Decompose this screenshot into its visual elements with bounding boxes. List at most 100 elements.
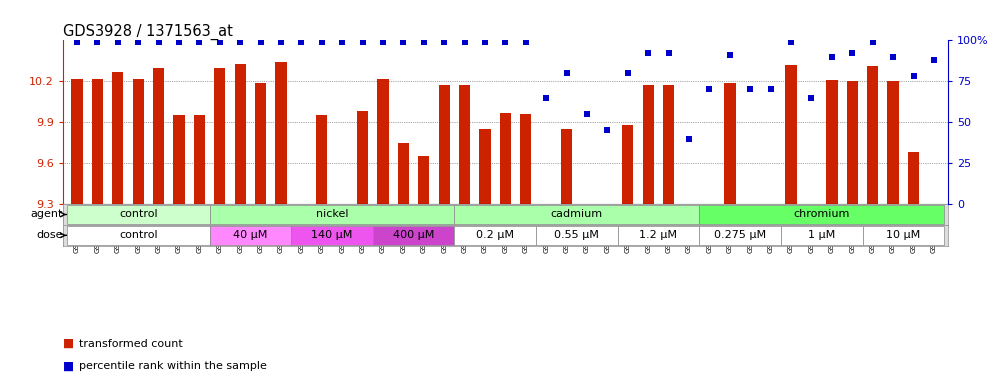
Bar bbox=[500, 113, 511, 204]
Text: ■: ■ bbox=[63, 359, 74, 372]
Point bbox=[559, 70, 575, 76]
Bar bbox=[642, 85, 654, 204]
Bar bbox=[132, 79, 143, 204]
Point bbox=[253, 39, 269, 45]
Point bbox=[885, 54, 901, 60]
Bar bbox=[863, 226, 944, 245]
Point bbox=[477, 39, 493, 45]
Point bbox=[457, 39, 473, 45]
Point bbox=[90, 39, 106, 45]
Point bbox=[701, 86, 717, 93]
Point bbox=[640, 50, 656, 56]
Bar bbox=[235, 63, 246, 204]
Point bbox=[722, 52, 738, 58]
Bar bbox=[536, 226, 618, 245]
Bar bbox=[214, 68, 225, 204]
Text: cadmium: cadmium bbox=[551, 210, 603, 220]
Bar bbox=[520, 114, 532, 204]
Bar bbox=[67, 205, 209, 224]
Text: transformed count: transformed count bbox=[79, 339, 182, 349]
Text: agent: agent bbox=[31, 210, 63, 220]
Point bbox=[518, 39, 534, 45]
Text: 400 μM: 400 μM bbox=[393, 230, 434, 240]
Bar bbox=[92, 79, 103, 204]
Bar bbox=[357, 111, 369, 204]
Point bbox=[497, 39, 514, 45]
Text: 40 μM: 40 μM bbox=[233, 230, 268, 240]
Point bbox=[395, 39, 411, 45]
Text: 10 μM: 10 μM bbox=[886, 230, 920, 240]
Point bbox=[905, 73, 921, 79]
Bar bbox=[781, 226, 863, 245]
Text: GDS3928 / 1371563_at: GDS3928 / 1371563_at bbox=[63, 24, 233, 40]
Bar bbox=[561, 129, 573, 204]
Point bbox=[845, 50, 861, 56]
Bar bbox=[377, 79, 388, 204]
Bar bbox=[454, 205, 699, 224]
Point bbox=[620, 70, 635, 76]
Bar bbox=[67, 226, 209, 245]
Bar bbox=[194, 115, 205, 204]
Point bbox=[824, 54, 840, 60]
Text: ■: ■ bbox=[63, 337, 74, 350]
Bar bbox=[113, 72, 124, 204]
Bar bbox=[663, 85, 674, 204]
Point bbox=[335, 39, 351, 45]
Point bbox=[416, 39, 432, 45]
Text: 0.2 μM: 0.2 μM bbox=[476, 230, 514, 240]
Text: nickel: nickel bbox=[316, 210, 349, 220]
Text: 0.275 μM: 0.275 μM bbox=[714, 230, 766, 240]
Point bbox=[294, 39, 310, 45]
Bar bbox=[459, 85, 470, 204]
Text: 1 μM: 1 μM bbox=[808, 230, 836, 240]
Point bbox=[579, 111, 595, 117]
Point bbox=[171, 39, 187, 45]
Bar bbox=[397, 143, 409, 204]
Point bbox=[865, 39, 880, 45]
Point bbox=[191, 39, 207, 45]
Bar bbox=[173, 115, 184, 204]
Point bbox=[436, 39, 452, 45]
Point bbox=[783, 39, 799, 45]
Bar bbox=[699, 205, 944, 224]
Bar bbox=[618, 226, 699, 245]
Bar bbox=[786, 65, 797, 204]
Point bbox=[600, 127, 616, 134]
Text: dose: dose bbox=[37, 230, 63, 240]
Bar bbox=[479, 129, 491, 204]
Bar bbox=[868, 66, 878, 204]
Bar bbox=[276, 62, 287, 204]
Point bbox=[926, 57, 942, 63]
Point bbox=[763, 86, 779, 93]
Point bbox=[681, 136, 697, 142]
Bar bbox=[724, 83, 735, 204]
Point bbox=[273, 39, 289, 45]
Bar bbox=[847, 81, 858, 204]
Point bbox=[212, 39, 228, 45]
Point bbox=[538, 94, 554, 101]
Bar bbox=[827, 80, 838, 204]
Bar bbox=[291, 226, 373, 245]
Bar bbox=[438, 85, 450, 204]
Bar bbox=[454, 226, 536, 245]
Text: 1.2 μM: 1.2 μM bbox=[639, 230, 677, 240]
Text: 0.55 μM: 0.55 μM bbox=[555, 230, 600, 240]
Point bbox=[110, 39, 125, 45]
Bar bbox=[153, 68, 164, 204]
Bar bbox=[255, 83, 266, 204]
Bar bbox=[72, 79, 83, 204]
Point bbox=[232, 39, 248, 45]
Bar bbox=[209, 226, 291, 245]
Bar bbox=[699, 226, 781, 245]
Bar bbox=[373, 226, 454, 245]
Text: percentile rank within the sample: percentile rank within the sample bbox=[79, 361, 267, 371]
Point bbox=[150, 39, 166, 45]
Point bbox=[742, 86, 758, 93]
Point bbox=[355, 39, 371, 45]
Point bbox=[804, 94, 820, 101]
Point bbox=[314, 39, 330, 45]
Bar bbox=[908, 152, 919, 204]
Bar bbox=[418, 156, 429, 204]
Bar bbox=[209, 205, 454, 224]
Point bbox=[375, 39, 391, 45]
